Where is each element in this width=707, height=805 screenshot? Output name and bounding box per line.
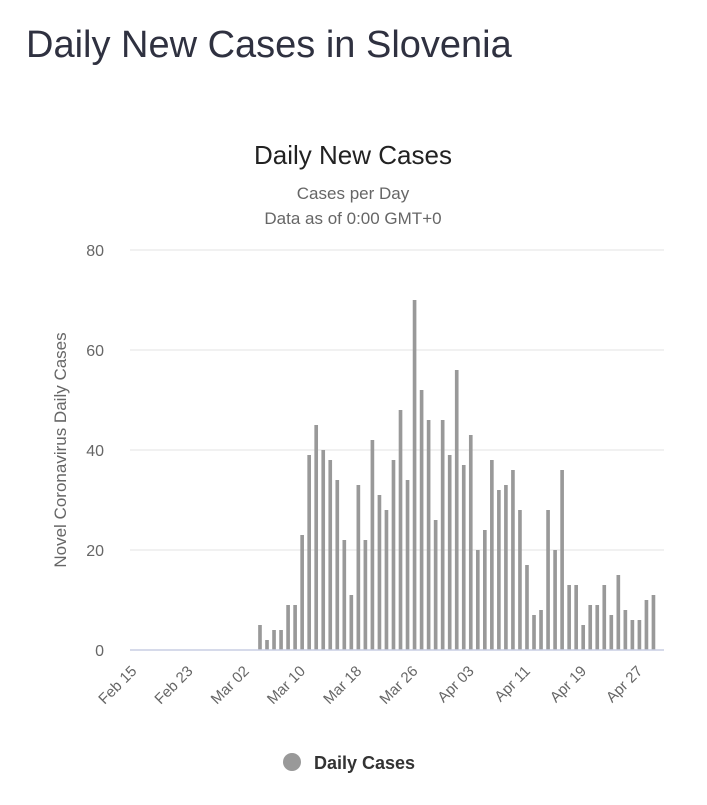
x-tick-label: Apr 03 <box>434 663 477 706</box>
y-tick-label: 60 <box>86 343 104 360</box>
page-title: Daily New Cases in Slovenia <box>26 24 512 66</box>
x-tick-label: Apr 11 <box>491 663 533 705</box>
bar[interactable] <box>454 370 459 650</box>
chart-container: Daily New Cases Cases per Day Data as of… <box>0 120 707 800</box>
bar[interactable] <box>447 455 452 650</box>
bar[interactable] <box>398 410 403 650</box>
bar[interactable] <box>279 630 283 650</box>
bar[interactable] <box>497 490 501 650</box>
bar[interactable] <box>532 615 536 650</box>
bar[interactable] <box>356 485 361 650</box>
bar[interactable] <box>588 605 593 650</box>
x-tick-label: Feb 23 <box>151 663 196 708</box>
bar[interactable] <box>363 540 368 650</box>
bar[interactable] <box>328 460 333 650</box>
bar[interactable] <box>623 610 628 650</box>
y-tick-label: 0 <box>95 643 104 660</box>
bar[interactable] <box>433 520 438 650</box>
x-tick-labels: Feb 15 Feb 23 Mar 02 Mar 10 Mar 18 Mar 26 Apr … <box>95 663 646 708</box>
bar[interactable] <box>511 470 515 650</box>
x-tick-label: Mar 02 <box>208 663 253 708</box>
bar[interactable] <box>553 550 557 650</box>
bar[interactable] <box>483 530 487 650</box>
bar[interactable] <box>490 460 494 650</box>
bar[interactable] <box>644 600 649 650</box>
bar[interactable] <box>475 550 480 650</box>
bar[interactable] <box>321 450 326 650</box>
bar[interactable] <box>314 425 319 650</box>
bar[interactable] <box>405 480 410 650</box>
bar[interactable] <box>546 510 550 650</box>
bar[interactable] <box>651 595 656 650</box>
legend-label: Daily Cases <box>314 753 415 773</box>
y-tick-labels: 0 20 40 60 80 <box>86 243 104 660</box>
bar[interactable] <box>581 625 586 650</box>
bar[interactable] <box>461 465 466 650</box>
bar[interactable] <box>525 565 529 650</box>
legend-marker-icon <box>283 753 301 771</box>
bar[interactable] <box>265 640 269 650</box>
x-tick-label: Mar 18 <box>320 663 365 708</box>
bar[interactable] <box>335 480 340 650</box>
bar[interactable] <box>616 575 621 650</box>
y-tick-label: 80 <box>86 243 104 260</box>
grid-lines <box>130 249 664 551</box>
y-tick-label: 20 <box>86 543 104 560</box>
chart-subtitle: Cases per Day <box>297 184 410 203</box>
x-tick-label: Mar 10 <box>264 663 309 708</box>
bar[interactable] <box>637 620 642 650</box>
bar[interactable] <box>602 585 607 650</box>
bar[interactable] <box>342 540 347 650</box>
bar[interactable] <box>272 630 276 650</box>
daily-cases-chart: Daily New Cases Cases per Day Data as of… <box>51 140 664 773</box>
bar[interactable] <box>468 435 473 650</box>
bar[interactable] <box>370 440 375 650</box>
legend[interactable]: Daily Cases <box>283 753 415 773</box>
bar[interactable] <box>504 485 508 650</box>
bar[interactable] <box>518 510 522 650</box>
chart-title: Daily New Cases <box>254 140 452 170</box>
bar[interactable] <box>630 620 635 650</box>
bar[interactable] <box>440 420 445 650</box>
bar[interactable] <box>384 510 389 650</box>
x-tick-label: Apr 19 <box>547 663 590 706</box>
bar[interactable] <box>609 615 614 650</box>
bar[interactable] <box>300 535 304 650</box>
bar[interactable] <box>377 495 382 650</box>
bar[interactable] <box>539 610 543 650</box>
bar[interactable] <box>286 605 290 650</box>
bar[interactable] <box>349 595 354 650</box>
bar[interactable] <box>574 585 578 650</box>
y-tick-label: 40 <box>86 443 104 460</box>
bar[interactable] <box>560 470 564 650</box>
bar[interactable] <box>412 300 417 650</box>
bar[interactable] <box>258 625 262 650</box>
bars <box>258 300 656 650</box>
bar[interactable] <box>307 455 311 650</box>
bar[interactable] <box>293 605 297 650</box>
bar[interactable] <box>419 390 424 650</box>
bar[interactable] <box>567 585 571 650</box>
x-tick-label: Feb 15 <box>95 663 140 708</box>
y-axis-label: Novel Coronavirus Daily Cases <box>51 332 70 567</box>
bar[interactable] <box>426 420 431 650</box>
x-tick-label: Mar 26 <box>376 663 421 708</box>
bar[interactable] <box>391 460 396 650</box>
bar[interactable] <box>595 605 600 650</box>
x-tick-label: Apr 27 <box>603 663 646 706</box>
chart-subtitle-date: Data as of 0:00 GMT+0 <box>264 209 441 228</box>
